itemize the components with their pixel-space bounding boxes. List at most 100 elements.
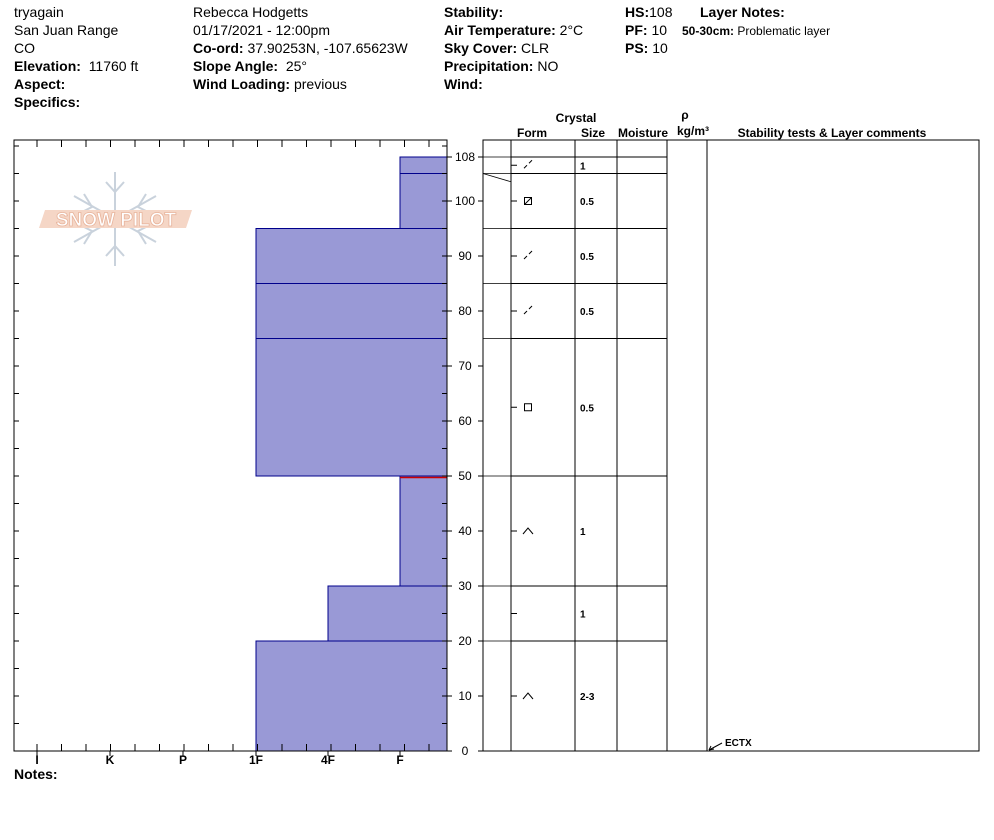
header-form: Form bbox=[517, 126, 547, 140]
depth-tick-label: 0 bbox=[462, 744, 469, 758]
hardness-label: 4F bbox=[321, 753, 335, 767]
hardness-label: F bbox=[396, 753, 403, 767]
sky-cover: Sky Cover: CLR bbox=[444, 39, 583, 57]
crystal-size: 0.5 bbox=[580, 197, 594, 208]
ps-value: 10 bbox=[652, 40, 668, 56]
hs: HS:108 bbox=[625, 3, 672, 21]
crystal-size: 2-3 bbox=[580, 692, 595, 703]
stability-test-label: ECTX bbox=[725, 738, 752, 749]
hs-value: 108 bbox=[649, 4, 673, 20]
header-crystal: Crystal bbox=[556, 111, 597, 125]
hardness-layer-0 bbox=[399, 156, 448, 174]
chart-ticks: 0 10 20 30 40 50 60 70 80 90 100 108 I K P 1F 4F F bbox=[14, 140, 483, 767]
air-temp-value: 2°C bbox=[559, 22, 584, 38]
crystal-size: 0.5 bbox=[580, 307, 594, 318]
logo-banner bbox=[39, 210, 192, 228]
observer: Rebecca Hodgetts bbox=[193, 4, 309, 20]
pf-value: 10 bbox=[651, 22, 668, 38]
state: CO bbox=[14, 40, 35, 56]
crystal-form-caret-icon bbox=[522, 692, 534, 700]
header-col-1: tryagain San Juan Range CO Elevation: 11… bbox=[14, 3, 138, 111]
pf: PF: 10 bbox=[625, 21, 672, 39]
wind: Wind: bbox=[444, 75, 583, 93]
chart-frames bbox=[13, 139, 980, 752]
header-col-3: Stability: Air Temperature: 2°C Sky Cove… bbox=[444, 3, 583, 93]
layer-notes: Layer Notes: bbox=[700, 3, 785, 21]
layer-notes-label: Layer Notes: bbox=[700, 4, 785, 20]
crystal-form-caret-icon bbox=[522, 527, 534, 535]
crystal-form-dash-icon bbox=[523, 250, 533, 260]
datetime: 01/17/2021 - 12:00pm bbox=[193, 22, 330, 38]
ps-label: PS: bbox=[625, 40, 649, 56]
sky-label: Sky Cover: bbox=[444, 40, 518, 56]
air-temperature: Air Temperature: 2°C bbox=[444, 21, 583, 39]
depth-tick-label: 100 bbox=[455, 194, 475, 208]
wind-loading: Wind Loading: previous bbox=[193, 75, 408, 93]
wind-loading-value: previous bbox=[293, 76, 347, 92]
layer-note-entry: 50-30cm: Problematic layer bbox=[682, 22, 830, 40]
coord-label: Co-ord: bbox=[193, 40, 244, 56]
hardness-layer-1 bbox=[399, 173, 448, 229]
hardness-label: 1F bbox=[249, 753, 263, 767]
depth-tick-label: 108 bbox=[455, 150, 475, 164]
depth-tick-label: 70 bbox=[458, 359, 472, 373]
hardness-layer-3 bbox=[255, 283, 448, 339]
header-size: Size bbox=[581, 126, 605, 140]
depth-tick-label: 80 bbox=[458, 304, 472, 318]
notes-label: Notes: bbox=[14, 766, 58, 782]
hardness-frame bbox=[13, 139, 448, 752]
aspect-label: Aspect: bbox=[14, 76, 66, 92]
mountain-range: San Juan Range bbox=[14, 22, 119, 38]
specifics: Specifics: bbox=[14, 93, 138, 111]
header-col-2: Rebecca Hodgetts 01/17/2021 - 12:00pm Co… bbox=[193, 3, 408, 93]
sky-value: CLR bbox=[521, 40, 550, 56]
slope-angle: Slope Angle: 25° bbox=[193, 57, 408, 75]
depth-tick-label: 40 bbox=[458, 524, 472, 538]
stability: Stability: bbox=[444, 3, 583, 21]
layer-note-range: 50-30cm: bbox=[682, 24, 735, 38]
header-comments: Stability tests & Layer comments bbox=[738, 126, 927, 140]
test-pointer bbox=[708, 742, 723, 751]
pf-label: PF: bbox=[625, 22, 648, 38]
stability-label: Stability: bbox=[444, 4, 504, 20]
header-col-4: HS:108 PF: 10 PS: 10 bbox=[625, 3, 672, 57]
hardness-label: P bbox=[179, 753, 187, 767]
crystal-size: 0.5 bbox=[580, 252, 594, 263]
hardness-layer-4 bbox=[255, 338, 448, 477]
wind-loading-label: Wind Loading: bbox=[193, 76, 291, 92]
crystal-size: 1 bbox=[580, 610, 586, 621]
slope-value: 25° bbox=[285, 58, 307, 74]
crystal-size: 0.5 bbox=[580, 403, 594, 414]
elevation-value: 11760 ft bbox=[88, 58, 139, 74]
ps: PS: 10 bbox=[625, 39, 672, 57]
hardness-label: I bbox=[35, 753, 38, 767]
coordinates: Co-ord: 37.90253N, -107.65623W bbox=[193, 39, 408, 57]
depth-tick-label: 60 bbox=[458, 414, 472, 428]
notes: Notes: bbox=[14, 765, 58, 783]
hs-label: HS: bbox=[625, 4, 650, 20]
elevation: Elevation: 11760 ft bbox=[14, 57, 138, 75]
hardness-label: K bbox=[106, 753, 115, 767]
logo-text: SNOW PILOT bbox=[56, 210, 177, 231]
depth-connector-slant bbox=[482, 173, 512, 183]
hardness-layers bbox=[255, 156, 448, 752]
hardness-layer-2 bbox=[255, 228, 448, 284]
elevation-label: Elevation: bbox=[14, 58, 81, 74]
slope-label: Slope Angle: bbox=[193, 58, 279, 74]
table-frame bbox=[482, 139, 980, 752]
site-name: tryagain bbox=[14, 4, 64, 20]
arrow-head-icon bbox=[708, 745, 715, 751]
crystal-size: 1 bbox=[580, 527, 586, 538]
crystal-form-dash-icon bbox=[523, 159, 533, 169]
precip-value: NO bbox=[537, 58, 559, 74]
crystal-table: Crystal Form Size Moisture ρ kg/m³ Stability t… bbox=[482, 108, 927, 751]
aspect: Aspect: bbox=[14, 75, 138, 93]
crystal-form-slash-icon bbox=[524, 197, 532, 205]
depth-tick-label: 10 bbox=[458, 689, 472, 703]
hardness-layer-6 bbox=[327, 585, 448, 642]
header-density: kg/m³ bbox=[677, 124, 709, 138]
depth-tick-label: 50 bbox=[458, 469, 472, 483]
depth-tick-label: 30 bbox=[458, 579, 472, 593]
stability-tests: ECTX bbox=[708, 738, 752, 751]
